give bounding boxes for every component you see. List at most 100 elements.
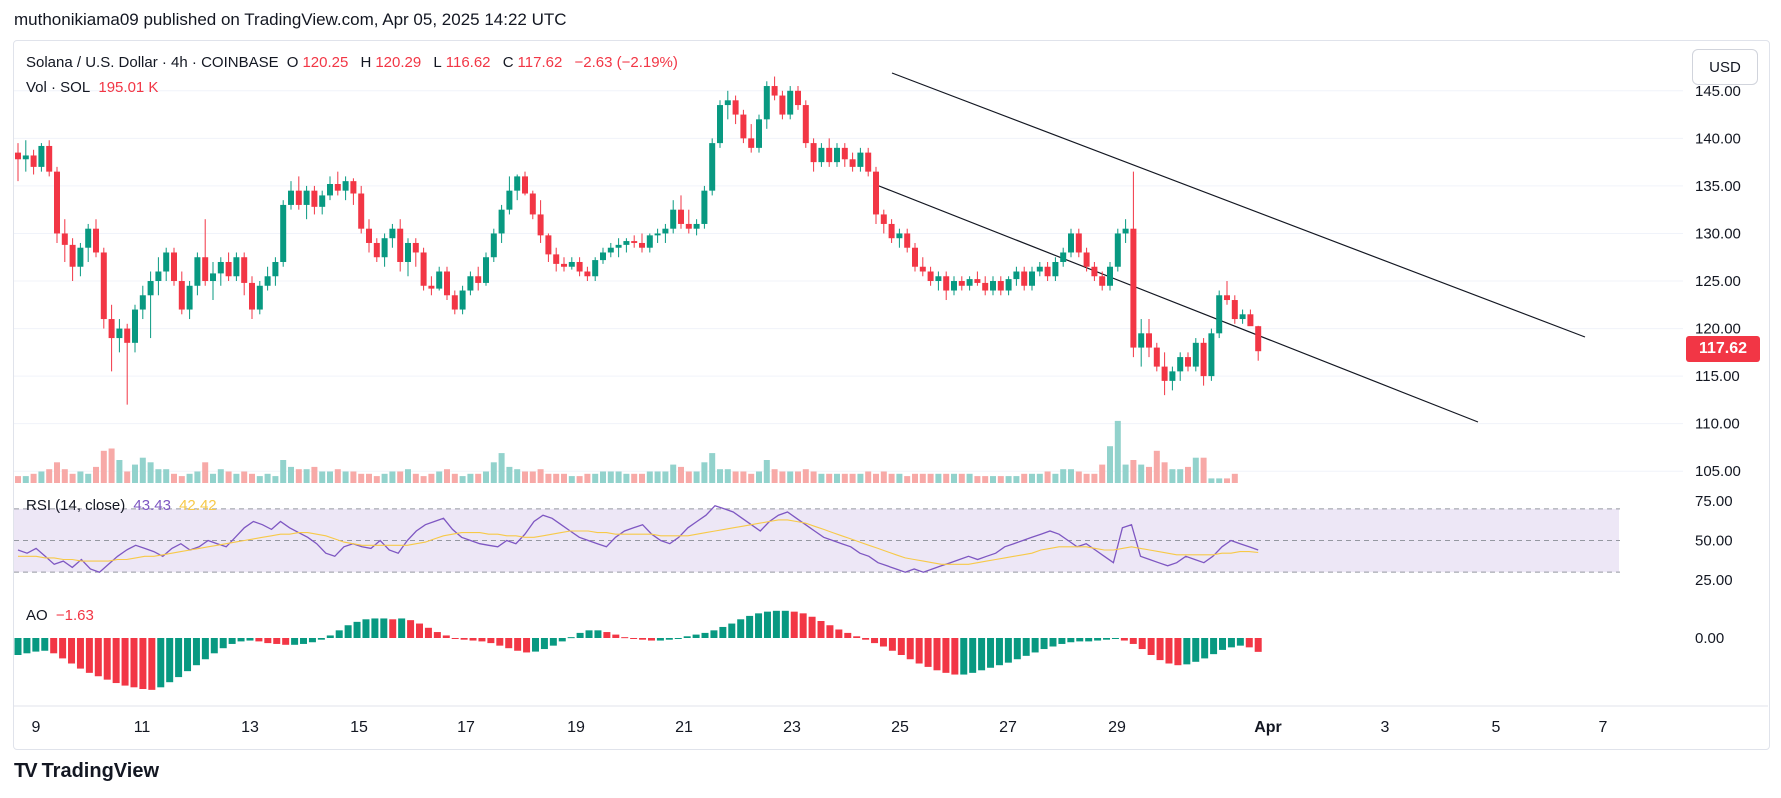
volume-bar xyxy=(1122,464,1129,483)
candle-body xyxy=(724,100,731,106)
volume-bar xyxy=(615,471,622,483)
ao-bar xyxy=(1085,638,1093,642)
ao-bar xyxy=(1192,638,1200,662)
candle-body xyxy=(990,281,996,291)
ao-bar xyxy=(710,630,718,638)
volume-value: 195.01 K xyxy=(98,79,159,96)
ao-bar xyxy=(1049,638,1057,647)
candle-body xyxy=(912,247,918,267)
ao-bar xyxy=(737,619,745,638)
volume-bar xyxy=(366,473,372,483)
candle-body xyxy=(1122,228,1129,234)
time-tick-label: 15 xyxy=(350,719,368,736)
candle-body xyxy=(412,242,419,253)
volume-bar xyxy=(428,473,435,483)
candle-body xyxy=(467,276,474,291)
candle-body xyxy=(1005,279,1012,291)
candle-body xyxy=(748,138,755,148)
volume-bar xyxy=(436,471,443,483)
volume-bar xyxy=(553,473,560,483)
candle-body xyxy=(763,86,770,120)
chart-frame xyxy=(13,40,1770,750)
ao-bar xyxy=(112,638,120,684)
candle-body xyxy=(171,252,177,282)
tradingview-brand[interactable]: TV TradingView xyxy=(14,760,159,783)
ao-bar xyxy=(826,625,834,638)
candle-body xyxy=(163,252,170,272)
candle-body xyxy=(919,266,926,272)
volume-bar xyxy=(576,476,583,483)
candle-body xyxy=(639,242,645,248)
candle-body xyxy=(397,228,404,262)
volume-bar xyxy=(1036,473,1043,483)
ao-bar xyxy=(906,638,914,660)
volume-bar xyxy=(256,476,263,483)
candle-body xyxy=(1083,252,1090,267)
candle-body xyxy=(295,190,302,205)
ao-bar xyxy=(531,638,539,652)
ao-label[interactable]: AO xyxy=(26,607,48,624)
volume-bar xyxy=(1013,476,1020,483)
ao-bar xyxy=(862,638,870,640)
ao-bar xyxy=(505,638,513,649)
volume-bar xyxy=(132,464,138,483)
volume-bar xyxy=(748,473,755,483)
candle-body xyxy=(311,190,318,207)
time-tick-label: 5 xyxy=(1492,719,1501,736)
currency-button[interactable]: USD xyxy=(1692,49,1758,85)
candle-body xyxy=(108,319,115,339)
symbol-title[interactable]: Solana / U.S. Dollar · 4h · COINBASE xyxy=(26,54,279,71)
ao-bar xyxy=(719,626,727,638)
ao-bar xyxy=(1227,638,1235,648)
ao-bar xyxy=(523,638,531,653)
ao-bar xyxy=(300,638,308,644)
volume-bar xyxy=(662,471,669,483)
ao-bar xyxy=(871,638,879,644)
volume-bar xyxy=(373,476,380,483)
ao-bar xyxy=(389,619,397,638)
ao-bar xyxy=(308,638,316,643)
ao-bar xyxy=(201,638,209,660)
candle-body xyxy=(217,261,224,274)
candle-body xyxy=(69,244,76,267)
candle-body xyxy=(935,276,942,282)
candle-body xyxy=(849,159,856,167)
volume-bar xyxy=(1021,473,1028,483)
volume-bar xyxy=(857,473,864,483)
volume-bar xyxy=(69,473,76,483)
candle-body xyxy=(506,190,513,210)
candle-body xyxy=(1192,342,1199,367)
volume-bar xyxy=(288,466,294,483)
candle-body xyxy=(155,271,162,282)
volume-bar xyxy=(1177,469,1184,483)
volume-bar xyxy=(412,473,419,483)
ao-bar xyxy=(1120,638,1128,641)
volume-bar xyxy=(592,473,599,483)
ao-bar xyxy=(130,638,138,688)
volume-bar xyxy=(561,473,567,483)
volume-bar xyxy=(202,462,209,483)
time-tick-label: 25 xyxy=(891,719,909,736)
ao-value: −1.63 xyxy=(55,607,94,624)
candlesticks xyxy=(15,76,1262,405)
volume-bar xyxy=(405,469,411,483)
ao-bar xyxy=(1183,638,1191,665)
volume-label[interactable]: Vol · SOL xyxy=(26,79,91,96)
candle-body xyxy=(966,279,973,286)
candle-body xyxy=(1029,271,1035,286)
volume-bar xyxy=(514,469,521,483)
volume-bar xyxy=(888,473,895,483)
rsi-value: 43.43 xyxy=(133,497,171,514)
candle-body xyxy=(249,282,255,310)
price-axis: 105.00 110.00 115.00 120.00 125.00 130.00 135.… xyxy=(1695,83,1741,480)
ao-bar xyxy=(897,638,905,655)
ao-bar xyxy=(282,638,290,645)
candle-body xyxy=(927,271,934,282)
candle-body xyxy=(272,261,279,277)
ao-bar xyxy=(951,638,959,675)
rsi-label[interactable]: RSI (14, close) xyxy=(26,497,126,514)
ao-bar xyxy=(184,638,192,672)
volume-bar xyxy=(381,473,388,483)
candle-body xyxy=(1177,357,1184,372)
